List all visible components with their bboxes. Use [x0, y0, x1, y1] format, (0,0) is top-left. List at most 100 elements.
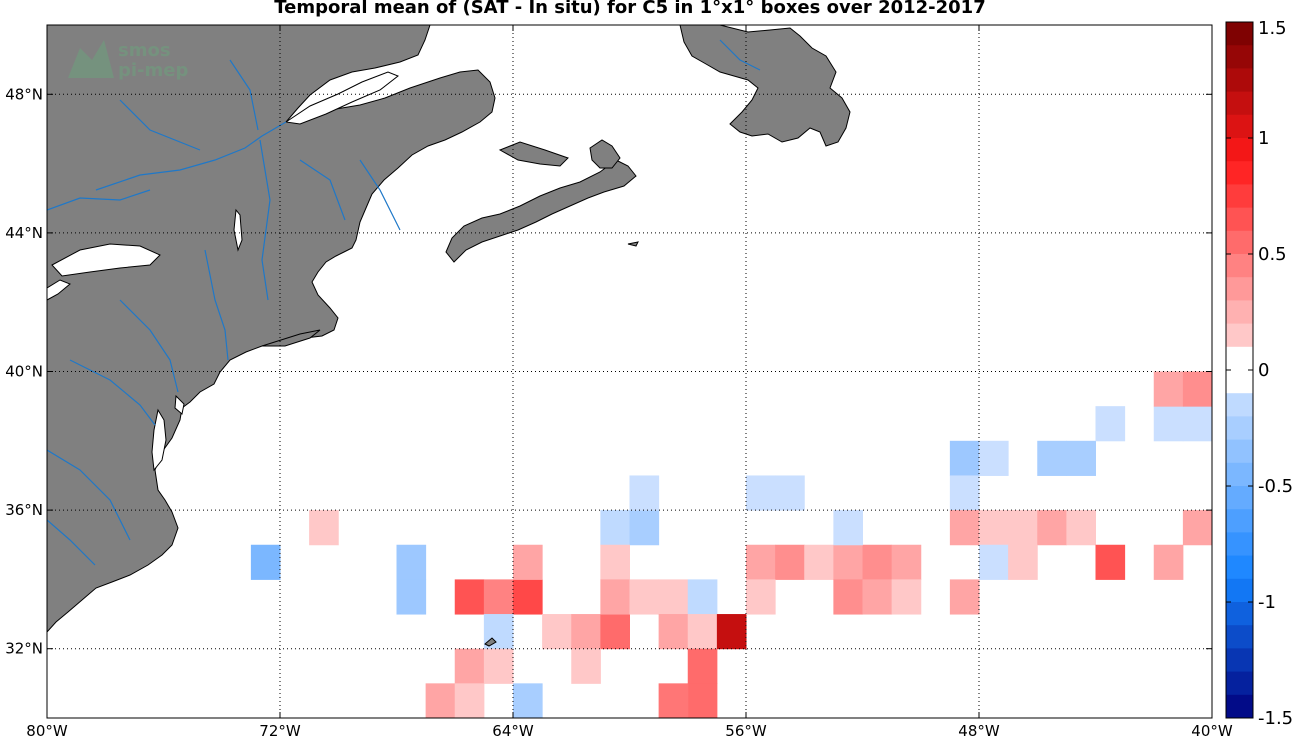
data-cell: [454, 579, 485, 615]
data-cell: [1008, 544, 1038, 580]
lon-tick-label: 80°W: [26, 722, 68, 738]
data-cell: [833, 510, 863, 546]
data-cell: [658, 579, 689, 615]
data-cell: [1066, 510, 1096, 546]
colorbar-swatch: [1226, 625, 1253, 649]
colorbar: 1.5 1 0.5 0 -0.5 -1 -1.5: [1225, 18, 1293, 729]
data-cell: [687, 579, 718, 615]
data-cell: [629, 475, 660, 511]
data-cell: [513, 544, 543, 580]
colorbar-swatch: [1226, 254, 1253, 278]
data-cell: [687, 648, 718, 684]
data-cell: [483, 648, 514, 684]
colorbar-swatch: [1226, 45, 1253, 69]
data-cell: [600, 544, 630, 580]
data-cell: [949, 510, 980, 546]
colorbar-swatch: [1226, 184, 1253, 209]
data-cell: [1066, 440, 1096, 476]
colorbar-swatch: [1226, 393, 1253, 417]
colorbar-swatch: [1226, 462, 1253, 487]
lon-tick-label: 72°W: [259, 722, 301, 738]
lon-tick-label: 56°W: [725, 722, 767, 738]
colorbar-swatch: [1226, 138, 1253, 162]
colorbar-swatch: [1226, 277, 1253, 301]
data-cell: [1095, 406, 1126, 442]
data-cells: [250, 371, 1212, 718]
data-cell: [979, 440, 1009, 476]
colorbar-swatch: [1226, 161, 1253, 185]
data-cell: [949, 440, 980, 476]
data-cell: [979, 510, 1009, 546]
data-cell: [658, 614, 689, 650]
data-cell: [658, 683, 689, 718]
colorbar-swatch: [1226, 694, 1253, 719]
map-title: Temporal mean of (SAT - In situ) for C5 …: [274, 0, 986, 18]
data-cell: [687, 683, 718, 718]
gulf-st-lawrence-estuary: [284, 71, 399, 125]
colorbar-swatch: [1226, 114, 1253, 139]
data-cell: [629, 510, 660, 546]
logo-mountain-icon: [68, 40, 114, 78]
data-cell: [425, 683, 456, 718]
colorbar-swatch: [1226, 439, 1253, 464]
data-cell: [1095, 544, 1126, 580]
data-cell: [309, 510, 339, 546]
colorbar-swatch: [1226, 346, 1253, 371]
data-cell: [600, 614, 630, 650]
data-cell: [891, 544, 922, 580]
colorbar-swatch: [1226, 416, 1253, 441]
colorbar-swatch: [1226, 602, 1253, 626]
land-newfoundland: [679, 25, 851, 147]
axis-labels: 80°W 72°W 64°W 56°W 48°W 40°W 32°N 36°N 40°N 44°N…: [5, 25, 1233, 738]
data-cell: [1037, 510, 1067, 546]
lat-tick-label: 40°N: [5, 363, 43, 381]
lat-tick-label: 32°N: [5, 640, 43, 658]
data-cell: [746, 475, 776, 511]
colorbar-swatch: [1226, 671, 1253, 696]
data-cell: [250, 544, 281, 580]
chesapeake-bay: [151, 408, 167, 472]
lake-champlain: [233, 208, 243, 252]
data-cell: [1153, 406, 1184, 442]
colorbar-swatch: [1226, 91, 1253, 116]
colorbar-swatch: [1226, 555, 1253, 580]
data-cell: [1182, 371, 1212, 407]
lon-tick-label: 48°W: [958, 722, 1000, 738]
colorbar-swatch: [1226, 323, 1253, 348]
colorbar-swatch: [1226, 578, 1253, 603]
land-nova-scotia: [445, 159, 637, 263]
data-cell: [949, 475, 980, 511]
smos-pimep-logo: smos pi-mep: [68, 40, 188, 81]
colorbar-tick-label: 1.5: [1258, 18, 1287, 39]
data-cell: [775, 544, 805, 580]
data-cell: [629, 579, 660, 615]
data-cell: [1182, 406, 1212, 442]
lon-tick-label: 40°W: [1191, 722, 1233, 738]
data-cell: [949, 579, 980, 615]
land-long-island: [261, 329, 321, 347]
data-cell: [862, 544, 893, 580]
data-cell: [396, 544, 427, 580]
colorbar-swatch: [1226, 648, 1253, 673]
land-cape-breton: [589, 139, 621, 169]
lat-tick-label: 36°N: [5, 501, 43, 519]
land-prince-edward-island: [498, 141, 569, 167]
land-bermuda: [484, 637, 497, 647]
data-cell: [1008, 510, 1038, 546]
colorbar-tick-label: 0: [1258, 360, 1269, 381]
colorbar-swatch: [1226, 68, 1253, 93]
lake-ontario: [51, 243, 161, 277]
data-cell: [833, 544, 863, 580]
data-cell: [600, 510, 630, 546]
data-cell: [687, 614, 718, 650]
colorbar-swatch: [1226, 486, 1253, 510]
colorbar-tick-label: -1.5: [1258, 708, 1293, 729]
logo-line1: smos: [118, 40, 171, 61]
data-cell: [600, 579, 630, 615]
data-cell: [571, 614, 601, 650]
data-cell: [454, 648, 485, 684]
lat-tick-label: 44°N: [5, 224, 43, 242]
data-cell: [862, 579, 893, 615]
colorbar-swatch: [1226, 509, 1253, 533]
